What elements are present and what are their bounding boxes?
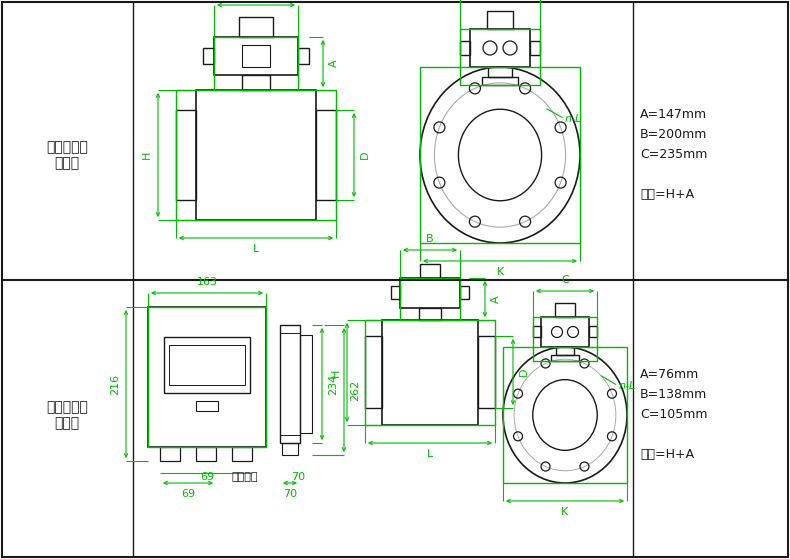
Bar [176,110,196,200]
Bar [242,75,270,90]
Text: 234: 234 [328,373,338,395]
Text: C: C [561,275,569,285]
Bar [391,286,400,299]
Text: 电磁流量计
分体型: 电磁流量计 分体型 [46,400,88,430]
Text: n-L: n-L [564,113,581,124]
Text: A: A [491,295,501,303]
Bar [214,37,298,90]
Text: A: A [329,60,339,67]
Bar [420,264,440,278]
Bar [400,278,460,320]
Bar [214,37,298,75]
Bar [169,345,245,385]
Bar [556,347,574,355]
Bar [551,355,579,361]
Bar [282,443,298,455]
Bar [160,447,180,461]
Bar [365,336,382,408]
Text: 69: 69 [181,489,195,499]
Bar [382,320,478,425]
Bar [280,325,300,443]
Bar [300,335,312,433]
Bar [242,45,270,67]
Bar [478,336,495,408]
Bar [541,317,589,347]
Text: 69: 69 [200,472,214,482]
Bar [460,286,469,299]
Bar [420,67,580,243]
Bar [232,447,252,461]
Bar [316,110,336,200]
Bar [470,29,530,67]
Text: 70: 70 [291,472,305,482]
Text: L: L [427,449,433,459]
Text: D: D [360,151,370,159]
Bar [530,41,540,55]
Text: 163: 163 [197,277,217,287]
Bar [533,326,541,337]
Bar [503,347,627,483]
Text: L: L [253,244,259,254]
Bar [196,447,216,461]
Bar [460,41,470,55]
Text: 216: 216 [110,373,120,395]
Bar [488,67,512,77]
Bar [148,307,266,447]
Text: 电磁流量计
一体型: 电磁流量计 一体型 [46,140,88,170]
Bar [589,326,597,337]
Text: H: H [142,151,152,159]
Text: H: H [331,368,341,377]
Bar [176,90,336,220]
Text: 262: 262 [350,380,360,401]
Bar [148,307,266,447]
Bar [533,317,597,361]
Text: n-L: n-L [619,381,636,391]
Bar [460,29,540,85]
Text: A=76mm
B=138mm
C=105mm

总高=H+A: A=76mm B=138mm C=105mm 总高=H+A [640,368,708,462]
Text: 分体表头: 分体表头 [231,472,258,482]
Text: 70: 70 [283,489,297,499]
Bar [365,320,495,425]
Bar [203,48,214,64]
Text: K: K [562,507,569,517]
Text: K: K [496,267,504,277]
Text: D: D [519,368,529,376]
Bar [298,48,309,64]
Bar [239,17,273,37]
Bar [164,337,250,393]
Bar [482,77,518,85]
Text: B: B [426,234,434,244]
Bar [487,11,513,29]
Bar [196,401,218,411]
Bar [555,303,575,317]
Bar [196,90,316,220]
Text: A=147mm
B=200mm
C=235mm

总高=H+A: A=147mm B=200mm C=235mm 总高=H+A [640,108,707,201]
Bar [419,308,441,320]
Bar [400,278,460,308]
